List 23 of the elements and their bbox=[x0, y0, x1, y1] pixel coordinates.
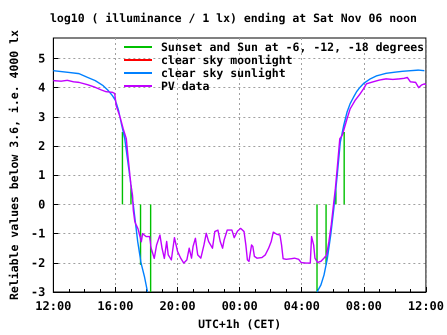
x-tick-label: 04:00 bbox=[284, 299, 320, 313]
y-tick-label: 3 bbox=[38, 110, 46, 124]
chart-title: log10 ( illuminance / 1 lx) ending at Sat Nov 06 noon bbox=[50, 11, 418, 25]
y-tick-label: -2 bbox=[30, 256, 46, 270]
x-tick-label: 08:00 bbox=[346, 299, 382, 313]
y-tick-label: -1 bbox=[30, 226, 46, 241]
x-tick-label: 12:00 bbox=[35, 299, 72, 313]
legend-label: Sunset and Sun at -6, -12, -18 degrees bbox=[161, 40, 424, 54]
y-tick-label: 5 bbox=[38, 51, 46, 66]
legend-label: PV data bbox=[161, 79, 210, 93]
x-tick-label: 16:00 bbox=[97, 299, 134, 313]
y-tick-label: 1 bbox=[38, 168, 46, 182]
y-tick-label: -3 bbox=[30, 285, 46, 299]
y-axis-title: Reliable values below 3.6, i.e. 4000 lx bbox=[7, 30, 21, 300]
x-axis-title: UTC+1h (CET) bbox=[198, 317, 282, 331]
x-tick-label: 12:00 bbox=[408, 299, 444, 313]
legend-label: clear sky sunlight bbox=[161, 66, 286, 80]
x-tick-label: 00:00 bbox=[222, 299, 258, 313]
y-tick-label: 4 bbox=[38, 80, 46, 95]
legend-label: clear sky moonlight bbox=[161, 53, 293, 67]
y-tick-label: 0 bbox=[38, 197, 46, 212]
y-tick-label: 2 bbox=[38, 139, 46, 154]
x-tick-label: 20:00 bbox=[159, 299, 196, 313]
